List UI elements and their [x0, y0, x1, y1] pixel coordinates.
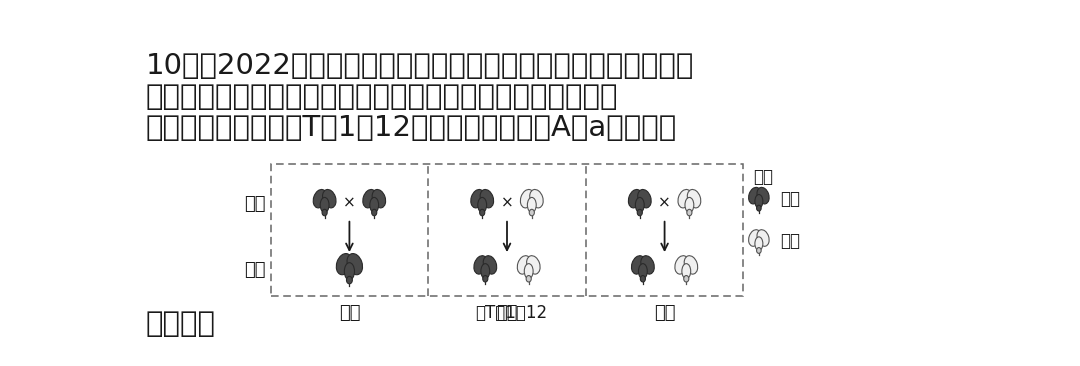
Ellipse shape [313, 190, 327, 208]
Ellipse shape [527, 256, 540, 274]
Text: 图T－1－12: 图T－1－12 [475, 304, 546, 322]
Ellipse shape [681, 264, 691, 279]
Ellipse shape [322, 209, 327, 216]
Text: ×: × [343, 195, 355, 210]
Ellipse shape [521, 190, 534, 208]
Ellipse shape [345, 263, 354, 280]
Ellipse shape [524, 264, 534, 279]
Ellipse shape [629, 190, 642, 208]
Ellipse shape [757, 205, 761, 211]
Ellipse shape [363, 190, 376, 208]
Ellipse shape [678, 190, 691, 208]
Text: 亲代: 亲代 [244, 195, 266, 213]
Ellipse shape [527, 197, 536, 212]
Ellipse shape [347, 276, 352, 284]
Ellipse shape [748, 187, 760, 204]
Ellipse shape [638, 264, 647, 279]
Ellipse shape [684, 256, 698, 274]
Ellipse shape [526, 276, 531, 282]
Ellipse shape [757, 247, 761, 253]
Ellipse shape [640, 256, 654, 274]
Text: 了一种开有白色或蓝色花的新植物，他选取了不同花色的植株: 了一种开有白色或蓝色花的新植物，他选取了不同花色的植株 [146, 83, 619, 111]
Text: 甲组: 甲组 [339, 304, 360, 322]
Ellipse shape [637, 190, 651, 208]
Ellipse shape [685, 197, 693, 212]
Ellipse shape [687, 190, 701, 208]
Ellipse shape [481, 190, 494, 208]
Ellipse shape [480, 209, 485, 216]
Ellipse shape [477, 197, 487, 212]
Ellipse shape [755, 194, 762, 208]
Ellipse shape [471, 190, 484, 208]
Ellipse shape [684, 276, 689, 282]
Ellipse shape [336, 254, 352, 275]
Ellipse shape [369, 197, 379, 212]
Ellipse shape [529, 190, 543, 208]
Bar [271, 164, 743, 296]
Text: 子代: 子代 [244, 261, 266, 279]
Ellipse shape [637, 209, 643, 216]
Ellipse shape [373, 190, 386, 208]
Text: ×: × [501, 195, 513, 210]
Text: 乙组: 乙组 [496, 304, 517, 322]
Ellipse shape [757, 230, 769, 246]
Ellipse shape [529, 209, 535, 216]
Ellipse shape [687, 209, 692, 216]
Ellipse shape [481, 264, 489, 279]
Ellipse shape [640, 276, 646, 282]
Ellipse shape [755, 237, 762, 250]
Ellipse shape [474, 256, 487, 274]
Text: ×: × [658, 195, 671, 210]
Text: 白花: 白花 [781, 232, 800, 250]
Text: 蓝花: 蓝花 [781, 190, 800, 208]
Text: 图例: 图例 [754, 168, 773, 186]
Ellipse shape [632, 256, 645, 274]
Ellipse shape [372, 209, 377, 216]
Ellipse shape [757, 187, 769, 204]
Text: 丙组: 丙组 [653, 304, 675, 322]
Text: 请回答：: 请回答： [146, 310, 216, 338]
Ellipse shape [483, 256, 497, 274]
Ellipse shape [675, 256, 688, 274]
Ellipse shape [347, 254, 363, 275]
Ellipse shape [635, 197, 644, 212]
Ellipse shape [483, 276, 488, 282]
Ellipse shape [320, 197, 329, 212]
Ellipse shape [517, 256, 530, 274]
Text: 10．（2022德阳改编）科学家在一个地理环境独特的小岛上发现: 10．（2022德阳改编）科学家在一个地理环境独特的小岛上发现 [146, 52, 694, 81]
Ellipse shape [748, 230, 760, 246]
Ellipse shape [323, 190, 336, 208]
Text: 进行杂交，结果如图T－1－12所示（相关基因用A、a表示）。: 进行杂交，结果如图T－1－12所示（相关基因用A、a表示）。 [146, 114, 677, 142]
